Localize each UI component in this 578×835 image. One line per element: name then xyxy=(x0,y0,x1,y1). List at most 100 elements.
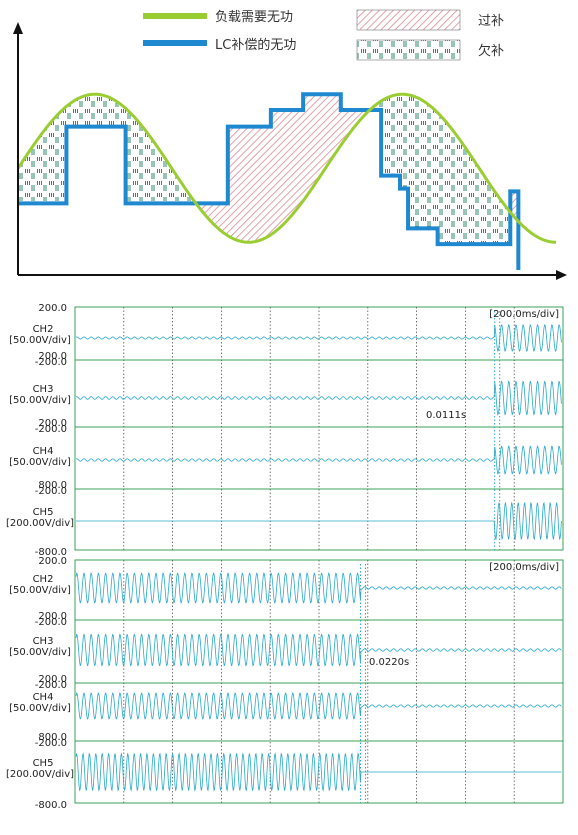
channel-scale: [50.00V/div] xyxy=(9,585,71,596)
under-comp-area xyxy=(464,147,466,245)
under-comp-area xyxy=(33,144,35,204)
channel-bottom-value: -800.0 xyxy=(35,547,67,558)
under-comp-area xyxy=(401,94,404,189)
under-comp-area xyxy=(26,155,28,204)
timebase-label: [200.0ms/div] xyxy=(489,309,559,320)
over-comp-area xyxy=(222,203,224,233)
under-comp-area xyxy=(19,164,22,204)
under-comp-area xyxy=(59,112,61,204)
over-comp-area xyxy=(224,203,226,234)
channel-scale: [200.00V/div] xyxy=(6,518,74,529)
over-comp-area xyxy=(260,126,262,241)
under-comp-area xyxy=(164,157,166,204)
under-comp-area xyxy=(141,126,144,204)
trace-ch5 xyxy=(75,752,562,792)
under-comp-area xyxy=(79,97,82,127)
over-comp-area xyxy=(361,109,363,119)
under-comp-area xyxy=(35,141,38,204)
under-comp-area xyxy=(181,183,183,204)
under-comp-area xyxy=(373,105,376,110)
under-comp-area xyxy=(489,184,491,245)
under-comp-area xyxy=(34,143,36,204)
over-comp-area xyxy=(275,109,277,232)
under-comp-area xyxy=(460,142,463,245)
over-comp-area xyxy=(301,109,303,203)
over-comp-area xyxy=(259,126,261,241)
under-comp-area xyxy=(377,103,379,110)
over-comp-area xyxy=(245,126,248,243)
over-comp-area xyxy=(294,109,296,212)
over-comp-area xyxy=(297,109,300,208)
over-comp-area xyxy=(270,109,273,235)
over-comp-area xyxy=(214,203,216,226)
under-comp-area xyxy=(78,97,81,127)
under-comp-area xyxy=(37,138,40,204)
under-comp-area xyxy=(130,113,133,204)
over-comp-area xyxy=(512,191,514,215)
under-comp-area xyxy=(420,99,422,229)
under-comp-area xyxy=(143,128,145,204)
under-comp-area xyxy=(61,109,64,204)
over-comp-area xyxy=(319,94,321,177)
y-axis-arrow xyxy=(13,22,23,34)
under-comp-area xyxy=(81,96,83,127)
under-comp-area xyxy=(71,102,74,127)
under-comp-area xyxy=(403,94,405,189)
under-comp-area xyxy=(428,105,430,229)
over-comp-area xyxy=(284,109,286,223)
over-comp-area xyxy=(353,109,355,128)
over-comp-area xyxy=(290,109,292,217)
under-comp-area xyxy=(191,197,193,204)
over-comp-area xyxy=(209,203,212,221)
under-comp-area xyxy=(455,134,457,245)
under-comp-area xyxy=(46,126,48,204)
over-comp-area xyxy=(299,109,301,205)
under-comp-area xyxy=(473,160,475,245)
channel-name: CH2 xyxy=(33,574,54,585)
over-comp-area xyxy=(240,126,242,242)
over-comp-area xyxy=(276,109,278,231)
under-comp-area xyxy=(396,94,398,176)
under-comp-area xyxy=(174,173,177,204)
over-comp-area xyxy=(513,191,516,217)
under-comp-area xyxy=(70,102,73,127)
over-comp-area xyxy=(320,94,322,176)
x-axis-arrow xyxy=(556,270,567,280)
under-comp-area xyxy=(92,94,94,127)
over-comp-area xyxy=(239,126,241,242)
under-comp-area xyxy=(187,192,189,204)
over-comp-area xyxy=(333,94,335,156)
under-comp-area xyxy=(417,97,419,229)
over-comp-area xyxy=(212,203,214,224)
under-comp-area xyxy=(475,163,477,245)
under-comp-area xyxy=(111,98,113,127)
under-comp-area xyxy=(188,193,190,204)
under-comp-area xyxy=(38,137,40,204)
under-comp-area xyxy=(382,99,385,176)
under-comp-area xyxy=(458,138,460,245)
under-comp-area xyxy=(451,128,453,245)
under-comp-area xyxy=(497,196,500,245)
over-comp-area xyxy=(349,109,352,133)
under-comp-area xyxy=(66,106,68,127)
over-comp-area xyxy=(309,94,311,192)
over-comp-area xyxy=(287,109,289,221)
under-comp-area xyxy=(391,95,394,176)
under-comp-area xyxy=(120,104,122,127)
over-comp-area xyxy=(298,109,300,207)
under-comp-area xyxy=(18,166,21,204)
over-comp-area xyxy=(213,203,215,225)
under-comp-area xyxy=(474,161,476,245)
over-comp-area xyxy=(288,109,291,219)
over-comp-area xyxy=(252,126,254,243)
over-comp-area xyxy=(261,126,264,240)
under-comp-area xyxy=(131,114,134,204)
under-comp-area xyxy=(155,144,157,204)
over-comp-area xyxy=(210,203,213,222)
under-comp-area xyxy=(137,120,139,204)
over-comp-area xyxy=(316,94,318,181)
over-comp-area xyxy=(247,126,249,243)
over-comp-area xyxy=(335,94,337,153)
under-comp-area xyxy=(429,105,431,229)
under-comp-area xyxy=(45,127,48,204)
